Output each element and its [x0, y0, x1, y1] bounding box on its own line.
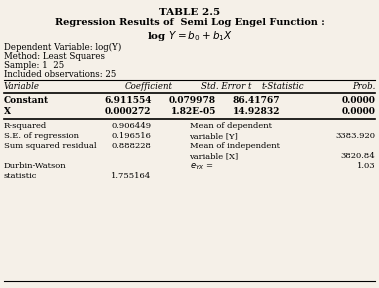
Text: 86.41767: 86.41767 [233, 96, 280, 105]
Text: Sum squared residual: Sum squared residual [4, 142, 96, 150]
Text: 0.196516: 0.196516 [112, 132, 152, 140]
Text: 1.82E-05: 1.82E-05 [171, 107, 216, 116]
Text: statistic: statistic [4, 172, 37, 180]
Text: variable [Y]: variable [Y] [190, 132, 238, 140]
Text: 0.888228: 0.888228 [112, 142, 152, 150]
Text: 1.755164: 1.755164 [111, 172, 152, 180]
Text: Variable: Variable [4, 82, 40, 91]
Text: Method: Least Squares: Method: Least Squares [4, 52, 105, 61]
Text: Mean of independent: Mean of independent [190, 142, 279, 150]
Text: Mean of dependent: Mean of dependent [190, 122, 271, 130]
Text: log $Y = b_0 + b_1 X$: log $Y = b_0 + b_1 X$ [147, 29, 232, 43]
Text: t-Statistic: t-Statistic [262, 82, 304, 91]
Text: Constant: Constant [4, 96, 49, 105]
Text: Dependent Variable: log(Y): Dependent Variable: log(Y) [4, 43, 121, 52]
Text: TABLE 2.5: TABLE 2.5 [159, 8, 220, 17]
Text: Durbin-Watson: Durbin-Watson [4, 162, 66, 170]
Text: 1.03: 1.03 [357, 162, 375, 170]
Text: 0.0000: 0.0000 [341, 107, 375, 116]
Text: R-squared: R-squared [4, 122, 47, 130]
Text: 6.911554: 6.911554 [104, 96, 152, 105]
Text: 14.92832: 14.92832 [233, 107, 280, 116]
Text: 0.0000: 0.0000 [341, 96, 375, 105]
Text: $e_{YX}$ =: $e_{YX}$ = [190, 162, 213, 173]
Text: Regression Results of  Semi Log Engel Function :: Regression Results of Semi Log Engel Fun… [55, 18, 324, 27]
Text: X: X [4, 107, 11, 116]
Text: 3820.84: 3820.84 [340, 152, 375, 160]
Text: Std. Error t: Std. Error t [201, 82, 251, 91]
Text: variable [X]: variable [X] [190, 152, 239, 160]
Text: 3383.920: 3383.920 [335, 132, 375, 140]
Text: Prob.: Prob. [352, 82, 375, 91]
Text: S.E. of regression: S.E. of regression [4, 132, 79, 140]
Text: Coefficient: Coefficient [125, 82, 173, 91]
Text: 0.906449: 0.906449 [111, 122, 152, 130]
Text: Included observations: 25: Included observations: 25 [4, 70, 116, 79]
Text: 0.000272: 0.000272 [105, 107, 152, 116]
Text: Sample: 1  25: Sample: 1 25 [4, 61, 64, 70]
Text: 0.079978: 0.079978 [169, 96, 216, 105]
